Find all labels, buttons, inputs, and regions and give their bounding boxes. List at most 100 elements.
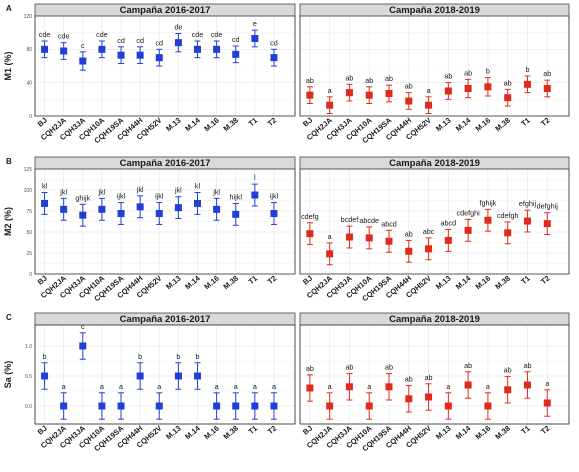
data-point: [117, 402, 125, 410]
data-point: [484, 83, 492, 91]
significance-letter: ab: [385, 363, 393, 372]
data-point-group: ab: [543, 69, 551, 98]
significance-letter: a: [427, 86, 431, 95]
data-point: [194, 199, 201, 207]
y-tick-label: 80: [26, 47, 32, 53]
data-point-group: cdefg: [301, 212, 319, 246]
data-point-group: a: [98, 382, 106, 420]
data-point-group: ghijk: [75, 193, 91, 227]
facet-2016-2017: Campaña 2016-2017 0 25 50 75 100 125 kl jkl ghijk…: [24, 156, 296, 303]
data-point-group: ijkl: [155, 192, 164, 225]
data-point-group: a: [117, 382, 125, 420]
data-point: [251, 191, 259, 199]
data-point: [79, 211, 87, 219]
data-point-group: cd: [136, 36, 144, 64]
data-point-group: bcdef: [341, 215, 358, 249]
data-point: [405, 97, 413, 105]
data-point: [155, 210, 163, 218]
significance-letter: defghij: [537, 202, 559, 211]
significance-letter: ab: [464, 361, 472, 370]
x-tick-label: M.14: [183, 115, 202, 133]
data-point: [270, 402, 278, 410]
data-point: [174, 39, 182, 47]
data-point: [136, 51, 144, 59]
data-point-group: ab: [365, 76, 373, 104]
significance-letter: jkl: [59, 187, 67, 196]
data-point: [425, 101, 433, 109]
data-point-group: b: [194, 352, 201, 390]
data-point-group: a: [484, 382, 492, 420]
significance-letter: ab: [345, 363, 353, 372]
significance-letter: a: [446, 382, 450, 391]
x-tick-label: T2: [539, 116, 551, 129]
data-point-group: ijkl: [117, 192, 126, 225]
x-tick-label: M.13: [434, 116, 453, 134]
data-point-group: a: [444, 382, 452, 420]
significance-letter: l: [254, 173, 256, 182]
significance-letter: de: [174, 23, 182, 32]
plot-border: [299, 324, 570, 425]
data-point-group: ijkl: [270, 192, 279, 225]
data-point-group: abcde: [359, 216, 379, 250]
significance-letter: kl: [42, 182, 48, 191]
significance-letter: ijkl: [117, 192, 126, 201]
x-tick-label: M.14: [454, 423, 473, 441]
data-point: [98, 402, 106, 410]
x-tick-label: BJ: [36, 116, 49, 129]
x-tick-label: M.38: [493, 274, 512, 292]
data-point-group: jkl: [98, 187, 106, 221]
data-point: [504, 94, 512, 102]
y-tick-label: 25: [26, 251, 32, 257]
data-point-group: jkl: [174, 186, 182, 220]
significance-letter: ab: [306, 76, 314, 85]
data-point: [213, 205, 221, 213]
data-point-group: a: [251, 382, 259, 420]
data-point: [385, 383, 393, 391]
data-point-group: cde: [39, 30, 50, 59]
data-point-group: a: [270, 382, 278, 420]
significance-letter: b: [196, 352, 200, 361]
y-axis-label: Sa (%): [3, 361, 13, 389]
significance-letter: a: [328, 382, 332, 391]
significance-letter: ab: [504, 366, 512, 375]
significance-letter: ab: [405, 229, 413, 238]
data-point: [425, 393, 433, 401]
significance-letter: cdefghi: [457, 208, 481, 217]
facet-title: Campaña 2018-2019: [389, 314, 480, 325]
significance-letter: a: [100, 382, 104, 391]
significance-letter: a: [157, 382, 161, 391]
data-point-group: jkl: [59, 187, 67, 221]
x-tick-label: T1: [519, 274, 531, 287]
data-point-group: ab: [464, 68, 472, 99]
significance-letter: fghijk: [480, 198, 497, 207]
data-point-group: kl: [194, 182, 201, 215]
significance-letter: cd: [136, 36, 144, 45]
data-point: [194, 45, 201, 53]
x-tick-label: M.14: [454, 115, 473, 133]
data-point: [504, 386, 512, 394]
data-point: [41, 45, 49, 53]
x-tick-label: M.14: [454, 273, 473, 291]
data-point-group: ab: [405, 375, 413, 413]
data-point-group: ab: [345, 73, 353, 102]
significance-letter: a: [328, 86, 332, 95]
data-point: [79, 57, 87, 65]
significance-letter: a: [272, 382, 276, 391]
data-point-group: ab: [523, 361, 531, 399]
x-tick-label: T2: [266, 424, 278, 437]
x-tick-label: M.13: [434, 424, 453, 442]
data-point-group: cde: [192, 30, 203, 59]
significance-letter: cd: [270, 38, 278, 47]
data-point-group: ab: [345, 363, 353, 401]
data-point: [98, 205, 106, 213]
x-tick-label: T1: [247, 424, 259, 437]
data-point: [365, 402, 373, 410]
significance-letter: b: [525, 65, 529, 74]
x-tick-label: M.16: [202, 274, 221, 292]
data-point-group: l: [251, 173, 259, 207]
x-tick-label: M.14: [183, 273, 202, 291]
